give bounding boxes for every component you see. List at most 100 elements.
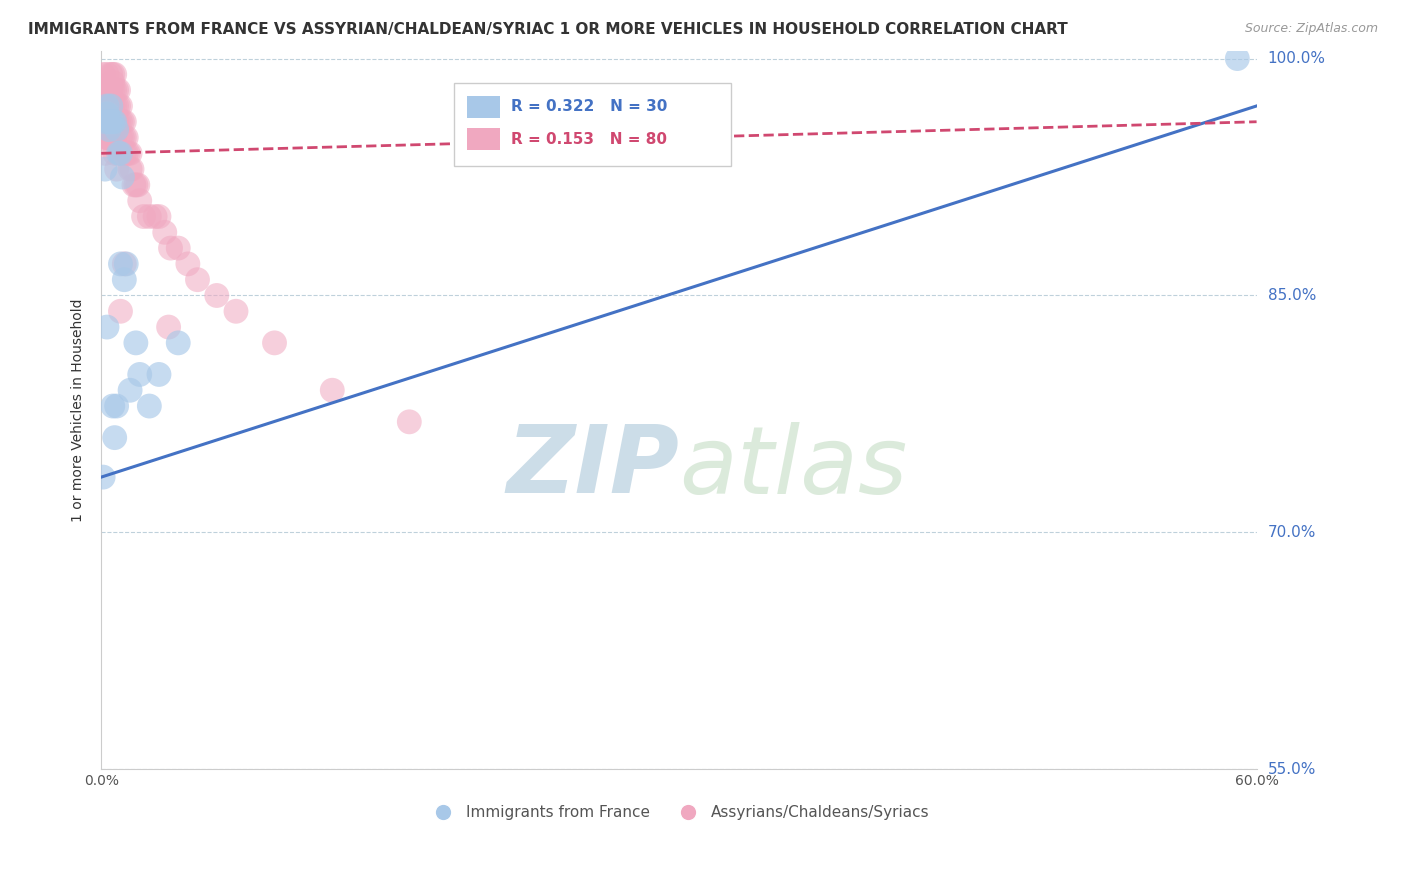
Point: [111, 169, 134, 184]
Point: [91, 67, 114, 81]
Text: R = 0.153   N = 80: R = 0.153 N = 80: [512, 132, 668, 146]
Text: 85.0%: 85.0%: [1268, 288, 1316, 303]
Point: [138, 210, 160, 224]
Point: [104, 67, 127, 81]
Point: [167, 335, 190, 350]
Point: [127, 178, 149, 192]
Text: 55.0%: 55.0%: [1268, 762, 1316, 777]
Point: [96, 83, 118, 97]
Point: [96, 99, 118, 113]
Point: [107, 146, 129, 161]
Point: [104, 114, 127, 128]
Point: [96, 320, 118, 334]
Point: [125, 178, 148, 192]
Point: [101, 83, 124, 97]
Point: [94, 114, 117, 128]
Text: 70.0%: 70.0%: [1268, 524, 1316, 540]
Text: ZIP: ZIP: [506, 422, 679, 514]
Point: [94, 99, 117, 113]
Point: [101, 399, 124, 413]
Point: [157, 320, 180, 334]
Point: [115, 130, 138, 145]
Point: [100, 67, 122, 81]
Point: [111, 114, 134, 128]
Point: [120, 162, 142, 177]
Point: [110, 257, 132, 271]
Point: [120, 383, 142, 397]
Point: [97, 122, 120, 136]
Point: [91, 470, 114, 484]
Point: [128, 194, 150, 208]
Point: [110, 130, 132, 145]
Point: [112, 257, 135, 271]
Point: [225, 304, 247, 318]
Point: [112, 114, 135, 128]
Point: [115, 146, 138, 161]
Point: [91, 99, 114, 113]
Point: [110, 146, 132, 161]
Point: [112, 146, 135, 161]
Point: [107, 99, 129, 113]
Point: [167, 241, 190, 255]
Point: [105, 99, 128, 113]
Point: [100, 114, 122, 128]
Point: [321, 383, 343, 397]
Y-axis label: 1 or more Vehicles in Household: 1 or more Vehicles in Household: [72, 298, 86, 522]
Point: [121, 162, 143, 177]
Point: [111, 130, 134, 145]
Point: [94, 162, 117, 177]
Point: [107, 114, 129, 128]
Bar: [467, 128, 499, 150]
Point: [97, 114, 120, 128]
Text: Source: ZipAtlas.com: Source: ZipAtlas.com: [1244, 22, 1378, 36]
Point: [148, 210, 170, 224]
Point: [105, 114, 128, 128]
Point: [153, 225, 176, 239]
Point: [94, 130, 117, 145]
Point: [100, 83, 122, 97]
Point: [110, 146, 132, 161]
Point: [398, 415, 420, 429]
FancyBboxPatch shape: [454, 83, 731, 166]
Point: [148, 368, 170, 382]
Point: [104, 431, 127, 445]
Point: [132, 210, 155, 224]
Point: [110, 99, 132, 113]
Point: [100, 130, 122, 145]
Bar: [467, 96, 499, 118]
Point: [117, 146, 139, 161]
Point: [143, 210, 166, 224]
Point: [104, 114, 127, 128]
Point: [96, 99, 118, 113]
Point: [110, 304, 132, 318]
Text: 100.0%: 100.0%: [1268, 51, 1326, 66]
Point: [120, 146, 142, 161]
Point: [104, 99, 127, 113]
Point: [97, 114, 120, 128]
Point: [94, 146, 117, 161]
Point: [105, 162, 128, 177]
Point: [205, 288, 228, 302]
Point: [112, 273, 135, 287]
Point: [418, 872, 440, 887]
Point: [96, 130, 118, 145]
Point: [263, 335, 285, 350]
Point: [100, 114, 122, 128]
Point: [105, 399, 128, 413]
Point: [104, 83, 127, 97]
Point: [125, 335, 148, 350]
Point: [110, 114, 132, 128]
Point: [104, 130, 127, 145]
Point: [91, 114, 114, 128]
Point: [97, 130, 120, 145]
Point: [101, 99, 124, 113]
Point: [122, 178, 145, 192]
Point: [96, 130, 118, 145]
Point: [101, 114, 124, 128]
Text: R = 0.322   N = 30: R = 0.322 N = 30: [512, 99, 668, 114]
Point: [101, 130, 124, 145]
Point: [101, 67, 124, 81]
Point: [96, 114, 118, 128]
Point: [96, 67, 118, 81]
Point: [97, 99, 120, 113]
